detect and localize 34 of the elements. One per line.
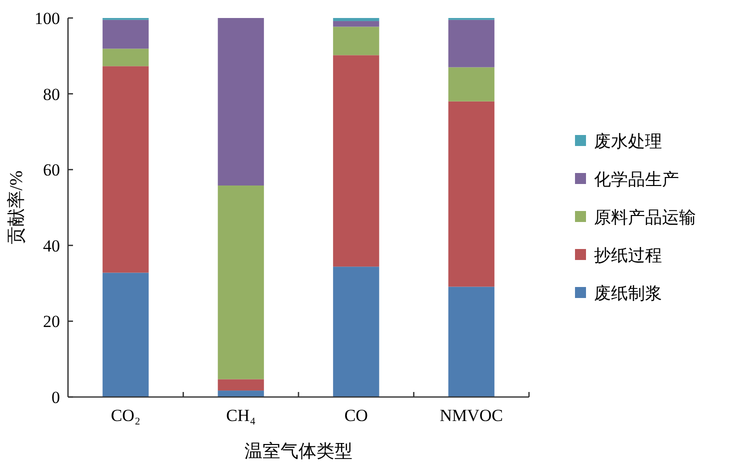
bar	[102, 48, 149, 66]
bar	[333, 26, 380, 56]
bar	[448, 67, 494, 102]
bar	[448, 20, 494, 68]
y-tick-label: 0	[52, 388, 60, 407]
bar	[102, 66, 149, 273]
y-axis-title: 贡献率/%	[6, 170, 26, 244]
x-tick-label: CO₂	[110, 406, 140, 425]
bar	[218, 379, 264, 391]
legend-label: 废纸制浆	[594, 284, 662, 303]
x-axis-title: 温室气体类型	[244, 441, 352, 461]
bar	[333, 18, 380, 22]
bar	[102, 272, 149, 397]
bar	[218, 390, 264, 397]
x-tick-label: NMVOC	[440, 406, 504, 425]
bar	[448, 101, 494, 287]
bar	[333, 266, 380, 397]
y-tick-label: 100	[34, 8, 60, 28]
x-tick-label: CH₄	[226, 406, 256, 425]
legend-label: 原料产品运输	[594, 208, 696, 227]
bar	[333, 21, 380, 27]
y-tick-label: 60	[43, 160, 60, 180]
bar	[448, 286, 494, 397]
legend-label: 化学品生产	[594, 170, 679, 189]
bar	[218, 186, 264, 380]
y-tick-label: 20	[43, 312, 60, 332]
bar	[333, 55, 380, 267]
y-tick-label: 40	[43, 236, 60, 256]
legend-label: 抄纸过程	[594, 246, 662, 265]
legend-label: 废水处理	[594, 132, 662, 151]
x-tick-label: CO	[344, 406, 368, 425]
bar	[102, 20, 149, 49]
bar	[218, 18, 264, 186]
y-tick-label: 80	[43, 84, 60, 104]
